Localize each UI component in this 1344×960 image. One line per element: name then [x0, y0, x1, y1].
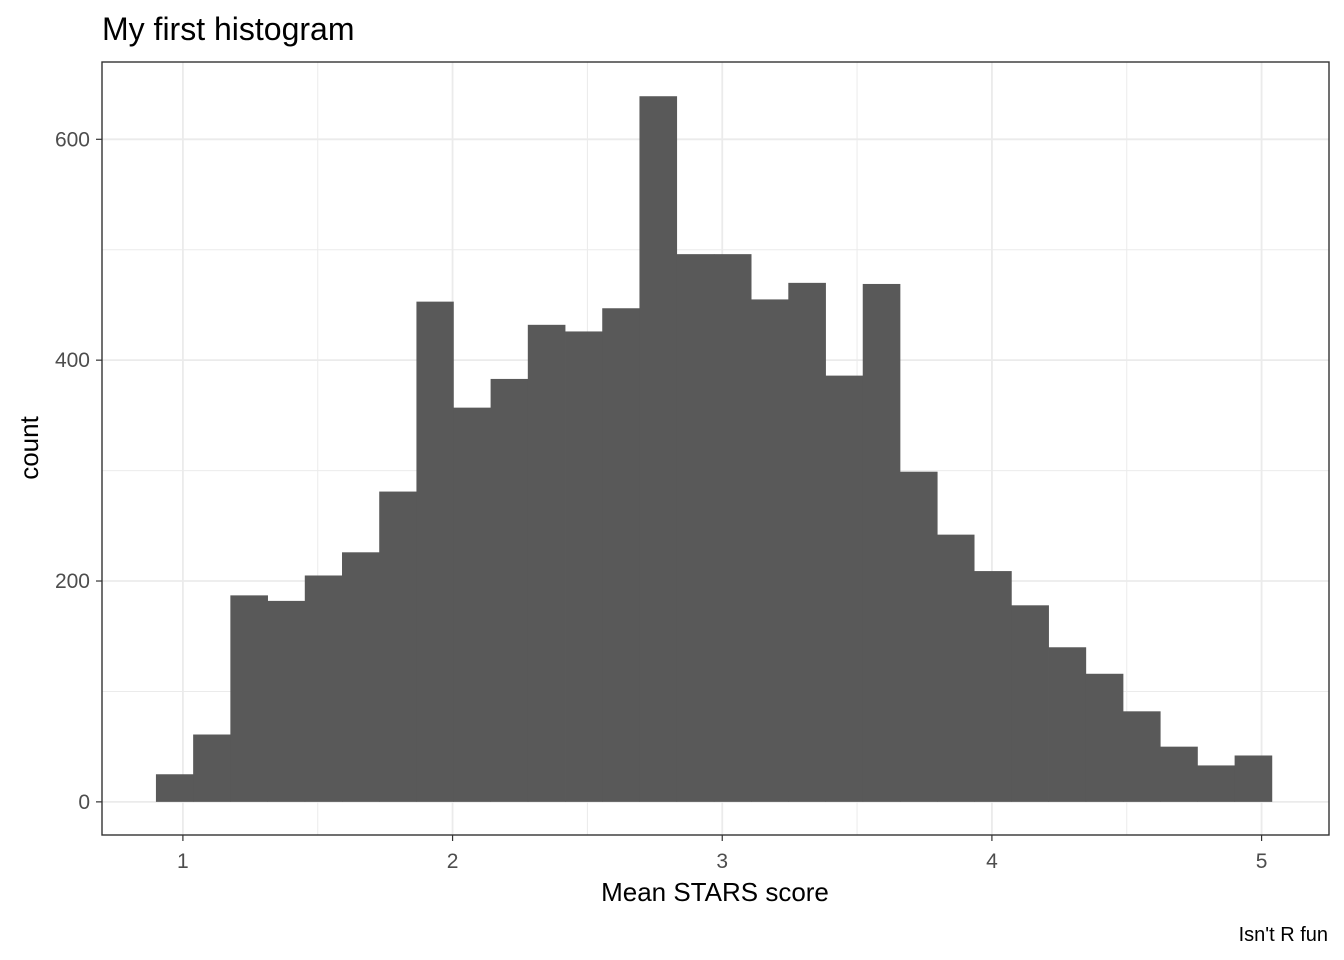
histogram-bar — [304, 575, 343, 802]
histogram-bar — [713, 254, 752, 802]
histogram-bar — [937, 534, 975, 802]
histogram-bar — [155, 774, 194, 802]
histogram-bar — [193, 734, 231, 802]
panel-border — [101, 61, 1330, 836]
x-axis-title: Mean STARS score — [601, 877, 829, 907]
histogram-bar — [267, 600, 306, 802]
histogram-bar — [1234, 755, 1273, 802]
axis-ticks: 1 2 3 4 5 0 200 400 600 — [55, 128, 1267, 873]
x-tick-label: 3 — [716, 850, 728, 873]
histogram-bar — [1197, 765, 1236, 802]
histogram-bar — [379, 491, 417, 802]
histogram-bar — [527, 324, 566, 802]
histogram-bar — [1160, 746, 1198, 802]
histogram-bar — [602, 308, 640, 802]
x-tick-label: 2 — [447, 850, 459, 873]
histogram-bar — [416, 301, 454, 802]
histogram-bar — [1011, 605, 1049, 802]
x-tick-label: 5 — [1256, 850, 1268, 873]
histogram-bar — [862, 283, 901, 802]
histogram-bar — [490, 378, 529, 802]
chart-title: My first histogram — [102, 11, 354, 47]
x-tick-label: 4 — [986, 850, 998, 873]
histogram-bar — [639, 96, 678, 802]
histogram-bar — [565, 331, 603, 802]
histogram-bar — [1085, 673, 1124, 802]
histogram-bar — [230, 595, 268, 802]
histogram-bar — [676, 254, 715, 802]
y-tick-label: 200 — [55, 570, 90, 593]
histogram-bar — [751, 299, 789, 802]
histogram-bars — [155, 96, 1273, 802]
histogram-bar — [1122, 711, 1161, 802]
y-axis-title: count — [14, 415, 44, 479]
histogram-bar — [1048, 647, 1087, 802]
histogram-bar — [825, 375, 864, 802]
histogram-bar — [453, 407, 491, 802]
chart-caption: Isn't R fun — [1239, 924, 1328, 946]
histogram-bar — [899, 471, 938, 802]
x-tick-label: 1 — [177, 850, 189, 873]
y-tick-label: 0 — [78, 791, 90, 814]
histogram-bar — [788, 282, 826, 802]
histogram-bar — [342, 552, 380, 802]
y-tick-label: 400 — [55, 349, 90, 372]
histogram-bar — [974, 571, 1012, 802]
y-tick-label: 600 — [55, 128, 90, 151]
